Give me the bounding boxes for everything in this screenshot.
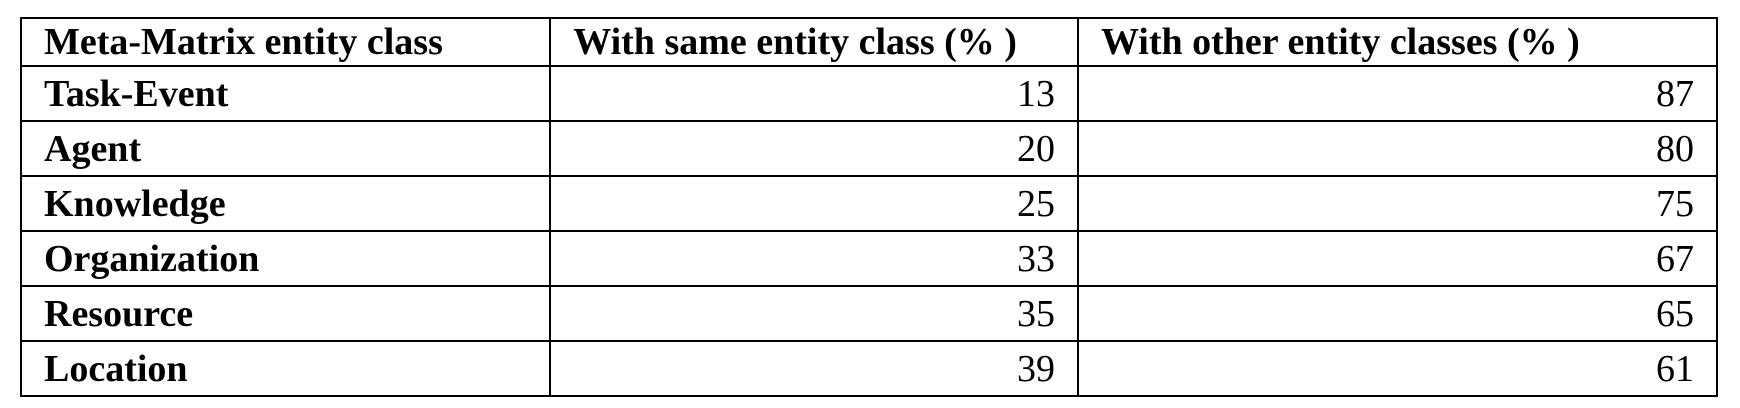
entity-class-cell: Resource (19, 285, 552, 342)
percent-cell: 35 (549, 285, 1079, 342)
percent-cell: 67 (1076, 230, 1719, 287)
table-body: Task-Event 13 87 Agent 20 80 Knowledge 25 75 Orga… (19, 65, 1719, 397)
table-row: Agent 20 80 (19, 120, 1719, 177)
table-row: Resource 35 65 (19, 285, 1719, 342)
percent-cell: 13 (549, 65, 1079, 122)
header-cell: With same entity class (% ) (549, 17, 1079, 67)
percent-cell: 75 (1076, 175, 1719, 232)
table-row: Knowledge 25 75 (19, 175, 1719, 232)
data-table: Meta-Matrix entity class With same entity… (19, 17, 1719, 397)
entity-class-cell: Knowledge (19, 175, 552, 232)
percent-cell: 20 (549, 120, 1079, 177)
entity-class-cell: Organization (19, 230, 552, 287)
percent-cell: 25 (549, 175, 1079, 232)
percent-cell: 61 (1076, 340, 1719, 397)
entity-class-cell: Agent (19, 120, 552, 177)
entity-class-cell: Task-Event (19, 65, 552, 122)
percent-cell: 80 (1076, 120, 1719, 177)
header-cell: With other entity classes (% ) (1076, 17, 1719, 67)
percent-cell: 87 (1076, 65, 1719, 122)
table-row: Task-Event 13 87 (19, 65, 1719, 122)
table-row: Location 39 61 (19, 340, 1719, 397)
percent-cell: 39 (549, 340, 1079, 397)
header-cell: Meta-Matrix entity class (19, 17, 552, 67)
table-header: Meta-Matrix entity class With same entity… (19, 17, 1719, 67)
percent-cell: 33 (549, 230, 1079, 287)
table-row: Organization 33 67 (19, 230, 1719, 287)
header-row: Meta-Matrix entity class With same entity… (19, 17, 1719, 67)
percent-cell: 65 (1076, 285, 1719, 342)
entity-class-cell: Location (19, 340, 552, 397)
